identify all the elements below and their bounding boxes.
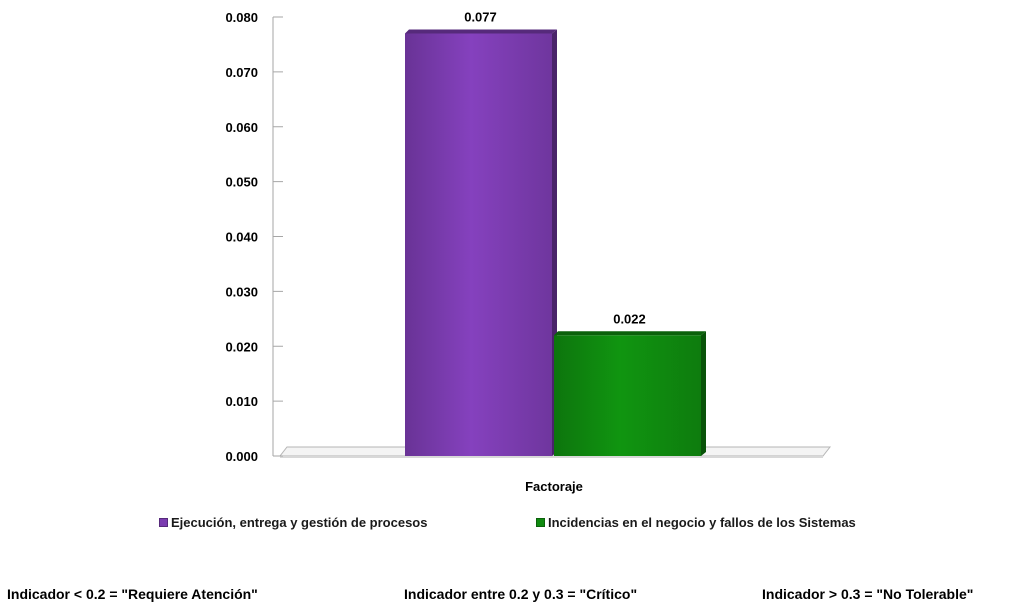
legend: Ejecución, entrega y gestión de procesos… xyxy=(0,512,1028,536)
y-tick-label: 0.080 xyxy=(225,10,258,25)
indicator-requiere-atencion: Indicador < 0.2 = "Requiere Atención" xyxy=(7,586,258,602)
bar-chart: 0.000 0.010 0.020 0.030 0.040 0.050 0.060 0.070… xyxy=(225,9,832,494)
bar-1 xyxy=(554,335,701,456)
indicator-footer: Indicador < 0.2 = "Requiere Atención" In… xyxy=(0,586,1028,608)
bar-top-1 xyxy=(554,331,706,336)
y-tick-label: 0.020 xyxy=(225,339,258,354)
bar-top-0 xyxy=(405,29,557,34)
y-tick-label: 0.010 xyxy=(225,394,258,409)
bar-0 xyxy=(405,33,552,457)
bar-side-1 xyxy=(701,331,706,456)
legend-swatch-procesos xyxy=(159,518,168,527)
chart-floor-edge xyxy=(280,456,823,458)
y-tick-label: 0.030 xyxy=(225,284,258,299)
indicator-no-tolerable: Indicador > 0.3 = "No Tolerable" xyxy=(762,586,974,602)
y-tick-label: 0.050 xyxy=(225,175,258,190)
data-label-1: 0.022 xyxy=(613,311,646,326)
legend-swatch-sistemas xyxy=(536,518,545,527)
y-tick-label: 0.040 xyxy=(225,230,258,245)
legend-item-procesos: Ejecución, entrega y gestión de procesos xyxy=(159,515,427,530)
legend-label-sistemas: Incidencias en el negocio y fallos de lo… xyxy=(548,515,856,530)
y-tick-label: 0.070 xyxy=(225,65,258,80)
y-tick-label: 0.000 xyxy=(225,449,258,464)
legend-item-sistemas: Incidencias en el negocio y fallos de lo… xyxy=(536,515,856,530)
category-label: Factoraje xyxy=(525,479,583,494)
indicator-critico: Indicador entre 0.2 y 0.3 = "Crítico" xyxy=(404,586,638,602)
y-tick-label: 0.060 xyxy=(225,120,258,135)
legend-label-procesos: Ejecución, entrega y gestión de procesos xyxy=(171,515,428,530)
data-label-0: 0.077 xyxy=(464,9,497,24)
